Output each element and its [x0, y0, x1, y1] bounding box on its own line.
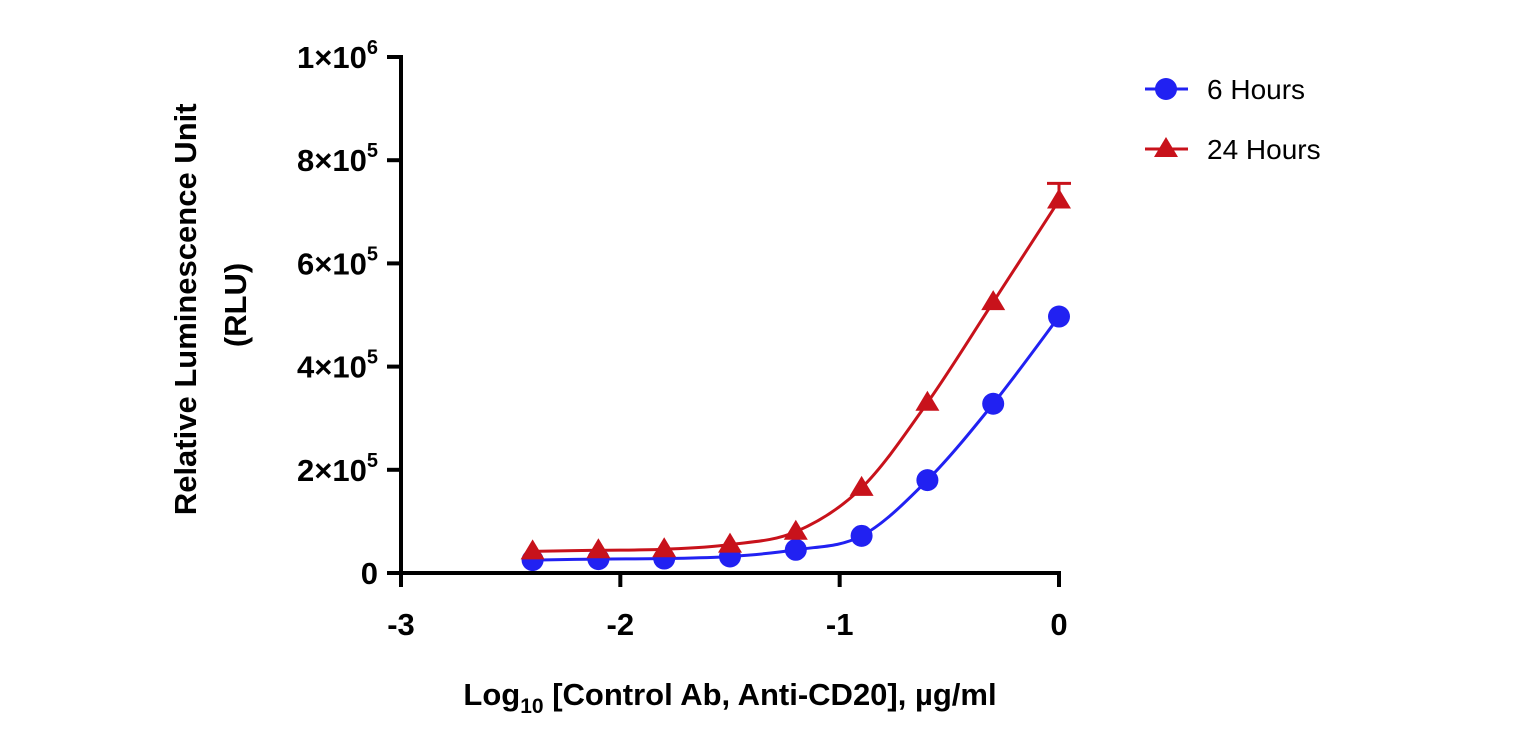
- y-tick-label-mantissa: 1×10: [297, 40, 367, 75]
- data-point: [981, 290, 1006, 311]
- data-point: [1048, 305, 1070, 328]
- y-axis-label: Relative Luminescence Unit (RLU): [168, 95, 253, 515]
- legend-label: 24 Hours: [1207, 134, 1321, 165]
- x-axis-label-subscript: 10: [520, 695, 543, 718]
- legend-marker: [1154, 137, 1178, 157]
- y-tick-label: 0: [361, 556, 378, 591]
- y-tick-label: 4×105: [297, 347, 378, 385]
- y-tick-label-exponent: 5: [367, 347, 378, 369]
- x-tick-label: -3: [387, 607, 415, 642]
- y-tick-label-mantissa: 2×10: [297, 453, 367, 488]
- data-markers: [520, 188, 1071, 572]
- series-line: [532, 199, 1061, 553]
- x-tick-label: -2: [607, 607, 635, 642]
- data-point: [783, 519, 808, 540]
- y-tick-label-mantissa: 4×10: [297, 350, 367, 385]
- legend-entry: 6 Hours: [1145, 74, 1305, 105]
- data-point: [520, 539, 545, 560]
- x-tick-label: -1: [826, 607, 854, 642]
- data-point: [718, 532, 742, 553]
- y-tick-label-mantissa: 0: [361, 556, 378, 591]
- data-point: [916, 469, 939, 492]
- data-point: [849, 475, 874, 496]
- data-point: [982, 392, 1005, 415]
- data-point: [784, 538, 807, 561]
- data-point: [1047, 188, 1071, 209]
- x-tick-label: 0: [1050, 607, 1067, 642]
- legend-marker: [1155, 78, 1177, 100]
- data-point: [586, 538, 611, 559]
- data-point: [652, 537, 677, 558]
- x-axis-label-prefix: Log: [463, 677, 520, 712]
- y-axis-label-line-2: (RLU): [218, 263, 253, 347]
- x-axis-ticks: -3 -2 -1 0: [387, 573, 1068, 642]
- legend: 6 Hours 24 Hours: [1145, 74, 1321, 165]
- y-tick-label-exponent: 5: [367, 140, 378, 162]
- y-tick-label-mantissa: 6×10: [297, 246, 367, 281]
- series-line: [532, 315, 1061, 562]
- y-tick-label: 2×105: [297, 450, 378, 488]
- y-tick-label-exponent: 5: [367, 243, 378, 265]
- data-point: [915, 390, 940, 411]
- y-tick-label-exponent: 6: [367, 37, 378, 59]
- y-tick-label-exponent: 5: [367, 450, 378, 472]
- legend-entry: 24 Hours: [1145, 134, 1321, 165]
- y-tick-label-mantissa: 8×10: [297, 143, 367, 178]
- fit-curves: [532, 199, 1061, 562]
- data-point: [850, 524, 873, 547]
- y-tick-label: 1×106: [297, 37, 378, 75]
- x-axis-label: Log10 [Control Ab, Anti-CD20], µg/ml: [463, 677, 996, 718]
- legend-label: 6 Hours: [1207, 74, 1305, 105]
- y-tick-label: 8×105: [297, 140, 378, 178]
- x-axis-label-suffix: [Control Ab, Anti-CD20], µg/ml: [544, 677, 997, 712]
- y-axis-label-line-1: Relative Luminescence Unit: [168, 103, 203, 515]
- y-tick-label: 6×105: [297, 243, 378, 281]
